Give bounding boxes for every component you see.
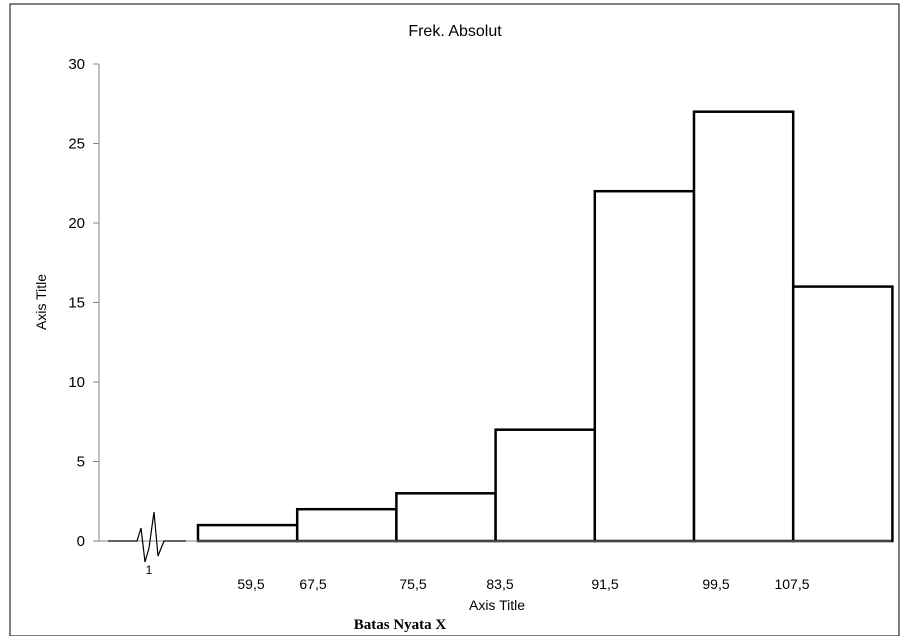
axis-break-label: 1 <box>146 563 153 577</box>
histogram-bar <box>791 285 894 543</box>
x-tick-label: 91,5 <box>591 576 618 592</box>
axis-break-mark <box>108 511 186 563</box>
y-tick-label: 25 <box>68 136 85 153</box>
histogram-bar <box>593 189 696 543</box>
x-tick-label: 83,5 <box>486 576 513 592</box>
x-tick-label: 75,5 <box>399 576 426 592</box>
histogram-bar <box>692 110 795 543</box>
y-tick-label: 15 <box>68 295 85 312</box>
histogram-bar <box>196 523 299 543</box>
x-tick-label: 59,5 <box>237 576 264 592</box>
y-tick-label: 10 <box>68 374 85 391</box>
histogram-bar <box>494 428 597 543</box>
x-tick-label: 99,5 <box>702 576 729 592</box>
x-tick-label: 107,5 <box>774 576 809 592</box>
y-tick-label: 30 <box>68 56 85 73</box>
x-axis-secondary-title: Batas Nyata X <box>354 617 447 633</box>
x-axis-title: Axis Title <box>469 597 525 613</box>
y-tick-label: 20 <box>68 215 85 232</box>
labels-layer: 0 5 10 15 20 25 30 1 59,5 67,5 75,5 83,5 91,5 99,5 107… <box>68 56 809 592</box>
x-title-mask <box>380 612 620 632</box>
y-tick-label: 5 <box>77 454 85 471</box>
histogram-bar <box>295 507 398 543</box>
axis-layer <box>93 63 891 563</box>
histogram-bar <box>395 492 497 543</box>
x-tick-label: 67,5 <box>299 576 326 592</box>
y-tick-label: 0 <box>77 533 85 550</box>
chart-title: Frek. Absolut <box>408 23 502 40</box>
y-axis-title: Axis Title <box>33 274 49 330</box>
bars-layer <box>196 110 894 543</box>
